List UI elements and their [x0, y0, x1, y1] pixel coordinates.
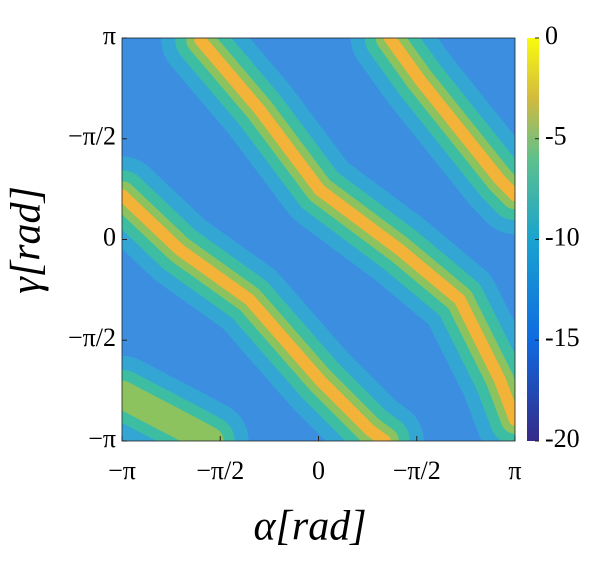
contour-band	[194, 38, 515, 426]
colorbar-tick-label: 0	[545, 21, 558, 50]
y-tick-label: −π/2	[68, 122, 116, 151]
x-tick-label: −π	[108, 456, 136, 485]
contour-band	[122, 380, 224, 441]
contour-band	[383, 38, 515, 202]
y-tick-label: 0	[103, 222, 116, 251]
colorbar-tick-label: -15	[545, 323, 580, 352]
x-tick-label: π	[508, 456, 521, 485]
contour-band	[122, 189, 391, 441]
x-tick-label: 0	[312, 456, 325, 485]
y-tick-label: π	[103, 21, 116, 50]
colorbar-tick-label: -5	[545, 122, 567, 151]
x-tick-label: −π/2	[393, 456, 441, 485]
x-axis-label: α[rad]	[253, 504, 366, 550]
colorbar-tick-label: -20	[545, 424, 580, 453]
y-tick-label: −π/2	[68, 323, 116, 352]
colorbar-tick-label: -10	[545, 222, 580, 251]
plot-area	[122, 38, 515, 441]
y-tick-label: −π	[88, 424, 116, 453]
y-axis-label: γ[rad]	[4, 186, 50, 294]
x-tick-label: −π/2	[196, 456, 244, 485]
